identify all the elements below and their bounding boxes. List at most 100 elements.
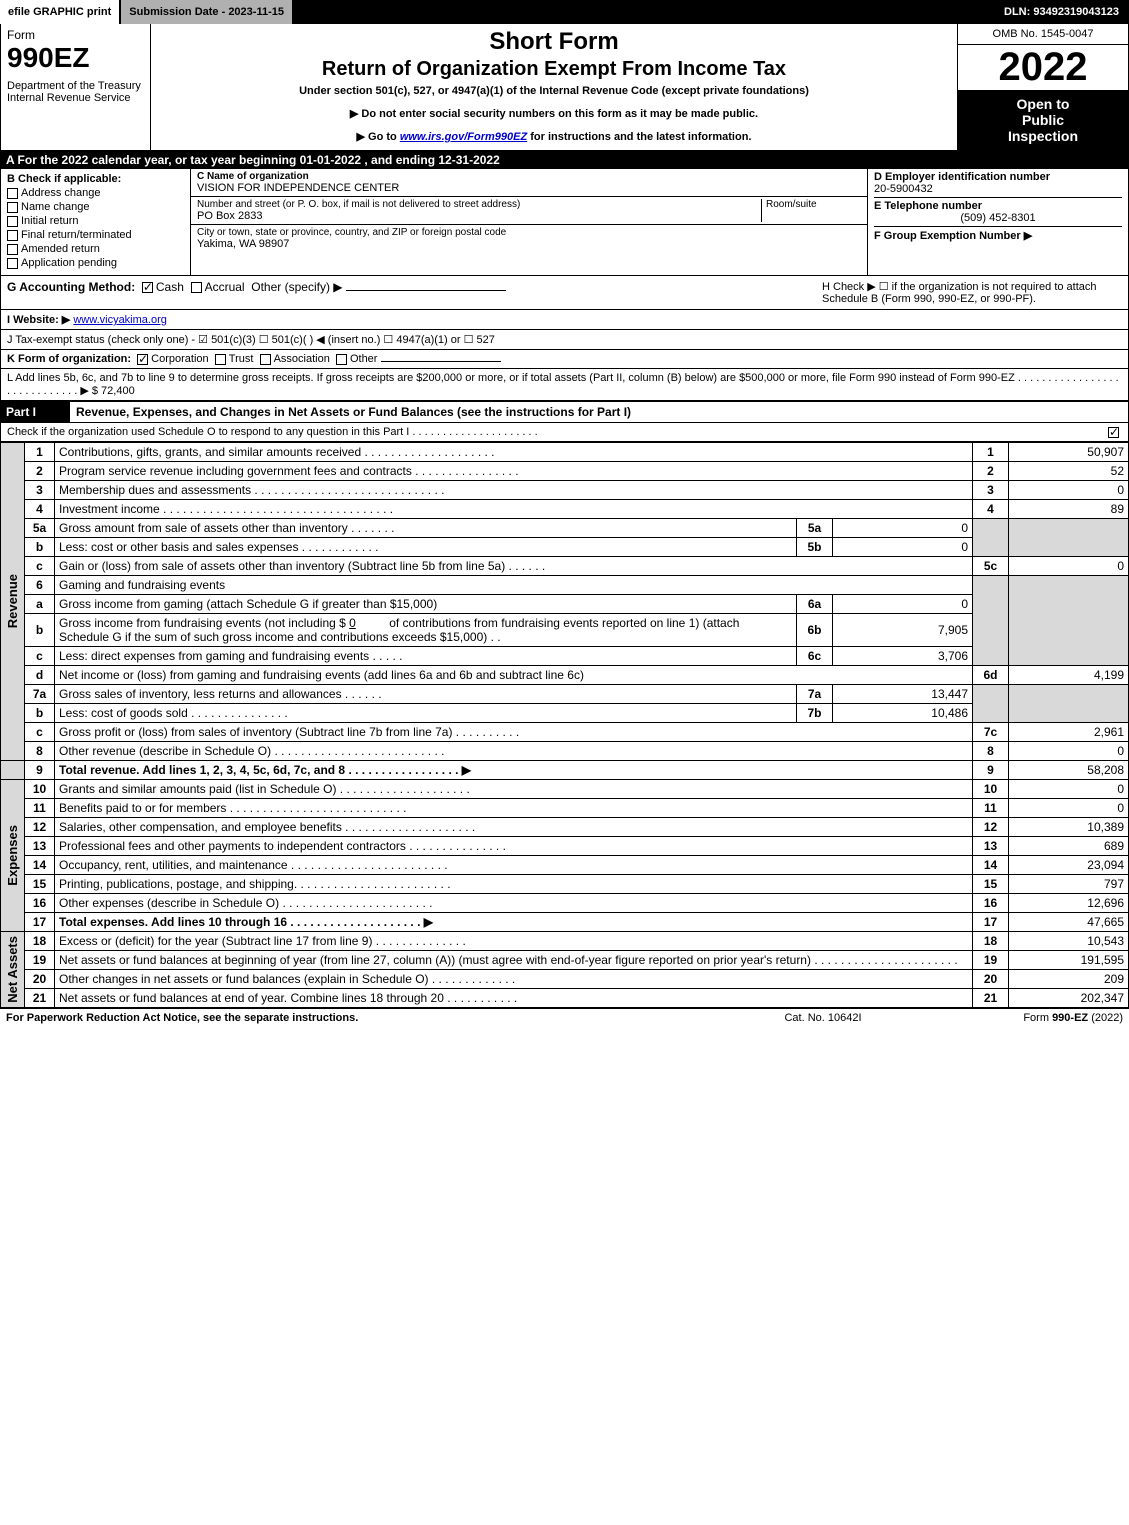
l6b-num: b <box>25 614 55 647</box>
l6c-subval: 3,706 <box>833 647 973 666</box>
other-label: Other (specify) ▶ <box>251 280 342 294</box>
lines-table: Revenue 1 Contributions, gifts, grants, … <box>0 442 1129 1008</box>
l1-num: 1 <box>25 443 55 462</box>
other-specify-input[interactable] <box>346 290 506 291</box>
l6a-subval: 0 <box>833 595 973 614</box>
l5b-num: b <box>25 538 55 557</box>
line-1: Revenue 1 Contributions, gifts, grants, … <box>1 443 1129 462</box>
l9-num: 9 <box>25 761 55 780</box>
side-expenses: Expenses <box>5 825 20 886</box>
l16-num: 16 <box>25 894 55 913</box>
chk-address-change[interactable]: Address change <box>7 187 184 199</box>
trust-label: Trust <box>229 353 254 365</box>
part1-title-row: Revenue, Expenses, and Changes in Net As… <box>70 401 1129 423</box>
l5ab-shade2 <box>1009 519 1129 557</box>
chk-accrual[interactable] <box>191 282 202 293</box>
l21-lbl: 21 <box>973 989 1009 1008</box>
l9-desc: Total revenue. Add lines 1, 2, 3, 4, 5c,… <box>55 761 973 780</box>
l6b-sublbl: 6b <box>797 614 833 647</box>
l1-val: 50,907 <box>1009 443 1129 462</box>
l7c-desc: Gross profit or (loss) from sales of inv… <box>55 723 973 742</box>
l5c-val: 0 <box>1009 557 1129 576</box>
l6d-lbl: 6d <box>973 666 1009 685</box>
chk-final-return[interactable]: Final return/terminated <box>7 229 184 241</box>
chk-application-pending[interactable]: Application pending <box>7 257 184 269</box>
l7c-lbl: 7c <box>973 723 1009 742</box>
other-org-input[interactable] <box>381 361 501 362</box>
l2-val: 52 <box>1009 462 1129 481</box>
l19-desc: Net assets or fund balances at beginning… <box>55 951 973 970</box>
chk-corporation[interactable] <box>137 354 148 365</box>
l16-val: 12,696 <box>1009 894 1129 913</box>
line-6b: b Gross income from fundraising events (… <box>1 614 1129 647</box>
chk-trust[interactable] <box>215 354 226 365</box>
chk-amended-return[interactable]: Amended return <box>7 243 184 255</box>
assoc-label: Association <box>274 353 330 365</box>
e-label: E Telephone number <box>874 200 1122 212</box>
other-org-label: Other <box>350 353 378 365</box>
f-label: F Group Exemption Number ▶ <box>874 230 1032 242</box>
inspect-line1: Open to <box>962 96 1124 112</box>
ein-value: 20-5900432 <box>874 183 1122 195</box>
city-row: City or town, state or province, country… <box>191 225 867 275</box>
accrual-label: Accrual <box>205 280 245 294</box>
org-address: PO Box 2833 <box>197 210 761 222</box>
chk-schedule-o[interactable] <box>1108 426 1122 438</box>
l5a-subval: 0 <box>833 519 973 538</box>
l20-lbl: 20 <box>973 970 1009 989</box>
l21-num: 21 <box>25 989 55 1008</box>
l17-num: 17 <box>25 913 55 932</box>
open-to-public: Open to Public Inspection <box>958 90 1128 150</box>
l5a-num: 5a <box>25 519 55 538</box>
efile-print[interactable]: efile GRAPHIC print <box>0 0 121 24</box>
l8-num: 8 <box>25 742 55 761</box>
form-header: Form 990EZ Department of the Treasury In… <box>0 24 1129 151</box>
l5c-num: c <box>25 557 55 576</box>
phone-value: (509) 452-8301 <box>874 212 1122 224</box>
tax-year: 2022 <box>958 45 1128 90</box>
l10-desc: Grants and similar amounts paid (list in… <box>55 780 973 799</box>
l7a-desc: Gross sales of inventory, less returns a… <box>55 685 797 704</box>
l5b-desc: Less: cost or other basis and sales expe… <box>55 538 797 557</box>
l6-shade1 <box>973 576 1009 666</box>
l3-desc: Membership dues and assessments . . . . … <box>55 481 973 500</box>
inspect-line3: Inspection <box>962 128 1124 144</box>
l13-val: 689 <box>1009 837 1129 856</box>
l2-num: 2 <box>25 462 55 481</box>
form-number: 990EZ <box>7 42 144 74</box>
line-13: 13 Professional fees and other payments … <box>1 837 1129 856</box>
irs-link[interactable]: www.irs.gov/Form990EZ <box>400 131 527 143</box>
l6c-num: c <box>25 647 55 666</box>
l4-val: 89 <box>1009 500 1129 519</box>
l10-num: 10 <box>25 780 55 799</box>
line-14: 14 Occupancy, rent, utilities, and maint… <box>1 856 1129 875</box>
line-4: 4 Investment income . . . . . . . . . . … <box>1 500 1129 519</box>
line-19: 19 Net assets or fund balances at beginn… <box>1 951 1129 970</box>
part1-badge: Part I <box>0 401 70 423</box>
row-g: G Accounting Method: Cash Accrual Other … <box>7 280 822 305</box>
l7a-num: 7a <box>25 685 55 704</box>
chk-other-org[interactable] <box>336 354 347 365</box>
l6c-desc: Less: direct expenses from gaming and fu… <box>55 647 797 666</box>
l14-num: 14 <box>25 856 55 875</box>
l7b-subval: 10,486 <box>833 704 973 723</box>
l19-lbl: 19 <box>973 951 1009 970</box>
chk-cash[interactable] <box>142 282 153 293</box>
chk-name-change[interactable]: Name change <box>7 201 184 213</box>
website-link[interactable]: www.vicyakima.org <box>73 314 167 326</box>
room-label: Room/suite <box>761 199 861 222</box>
chk-association[interactable] <box>260 354 271 365</box>
footer-left: For Paperwork Reduction Act Notice, see … <box>6 1012 723 1024</box>
l15-val: 797 <box>1009 875 1129 894</box>
line-16: 16 Other expenses (describe in Schedule … <box>1 894 1129 913</box>
l19-num: 19 <box>25 951 55 970</box>
line-2: 2 Program service revenue including gove… <box>1 462 1129 481</box>
d-label: D Employer identification number <box>874 171 1122 183</box>
c-label: C Name of organization <box>197 171 861 182</box>
l6d-desc: Net income or (loss) from gaming and fun… <box>55 666 973 685</box>
chk-initial-return[interactable]: Initial return <box>7 215 184 227</box>
l13-lbl: 13 <box>973 837 1009 856</box>
l6b-amount: 0 <box>349 616 356 630</box>
l6a-num: a <box>25 595 55 614</box>
part1-title: Revenue, Expenses, and Changes in Net As… <box>76 405 631 419</box>
